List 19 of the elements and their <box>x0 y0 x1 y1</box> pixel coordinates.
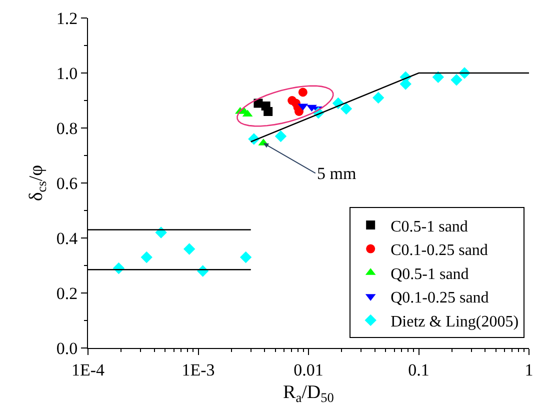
x-tick-label: 0.1 <box>408 360 430 380</box>
x-tick-label: 1E-4 <box>71 360 106 380</box>
legend-label: C0.5-1 sand <box>390 218 468 236</box>
y-tick-label: 0.0 <box>56 338 78 358</box>
y-tick-label: 0.2 <box>56 284 78 303</box>
y-tick-label: 0.4 <box>56 228 78 248</box>
x-axis-title: R$_{a}$/D$_{50}$ <box>283 382 334 406</box>
y-tick-label: 0.8 <box>56 118 78 138</box>
y-tick-label: 0.6 <box>56 174 78 193</box>
x-tick-label: 1E-3 <box>182 360 215 380</box>
y-tick-label: 1.2 <box>56 8 78 28</box>
x-tick-label: 0.01 <box>294 360 324 380</box>
x-tick-label: 1 <box>524 360 534 380</box>
legend-label: Q0.1-0.25 sand <box>390 290 489 307</box>
legend-label: Q0.5-1 sand <box>390 266 469 283</box>
legend-label: C0.1-0.25 sand <box>390 242 488 260</box>
legend-label: Dietz & Ling(2005) <box>390 313 519 330</box>
annotation: 5 mm <box>317 164 356 183</box>
y-tick-label: 1.0 <box>56 64 78 83</box>
